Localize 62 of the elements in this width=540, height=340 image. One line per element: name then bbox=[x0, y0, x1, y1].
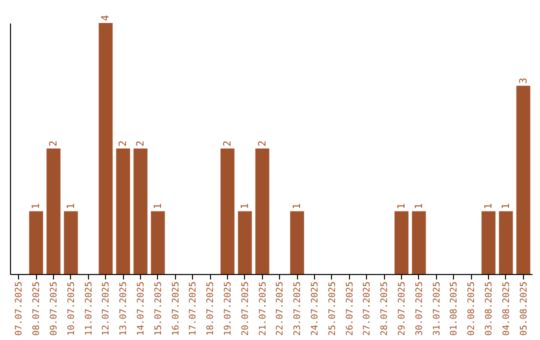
x-tick-label: 07.07.2025 bbox=[14, 282, 25, 336]
x-tick-label: 16.07.2025 bbox=[171, 282, 182, 336]
x-tick-label: 10.07.2025 bbox=[66, 282, 77, 336]
bar bbox=[116, 148, 130, 274]
x-tick-label: 02.08.2025 bbox=[467, 282, 478, 336]
bar bbox=[134, 148, 148, 274]
data-label: 1 bbox=[66, 203, 77, 210]
data-label: 3 bbox=[518, 78, 530, 84]
bar bbox=[64, 211, 78, 274]
bar bbox=[150, 211, 165, 274]
x-tick-label: 12.07.2025 bbox=[102, 282, 112, 336]
x-tick-label: 15.07.2025 bbox=[154, 282, 164, 336]
x-tick-label: 14.07.2025 bbox=[136, 282, 146, 336]
data-label: 1 bbox=[152, 203, 164, 210]
x-tick-label: 24.07.2025 bbox=[310, 282, 320, 336]
x-tick-label: 21.07.2025 bbox=[258, 282, 268, 336]
data-label: 1 bbox=[414, 203, 425, 210]
bar bbox=[29, 211, 44, 274]
bar bbox=[394, 211, 408, 274]
x-tick-label: 13.07.2025 bbox=[119, 282, 130, 336]
x-tick-label: 09.07.2025 bbox=[50, 282, 60, 336]
data-label: 2 bbox=[136, 140, 146, 146]
bar bbox=[498, 211, 513, 274]
x-tick-label: 01.08.2025 bbox=[450, 282, 460, 336]
bar bbox=[412, 211, 426, 274]
x-tick-label: 11.07.2025 bbox=[84, 282, 94, 336]
x-tick-label: 29.07.2025 bbox=[398, 282, 408, 336]
x-tick-label: 25.07.2025 bbox=[328, 282, 338, 336]
data-label: 1 bbox=[484, 203, 494, 210]
x-tick-label: 31.07.2025 bbox=[432, 282, 442, 336]
bar bbox=[98, 23, 113, 274]
bar bbox=[255, 148, 270, 274]
x-tick-label: 08.07.2025 bbox=[32, 282, 42, 336]
data-label: 1 bbox=[31, 203, 42, 210]
x-tick-label: 26.07.2025 bbox=[345, 282, 356, 336]
x-tick-label: 23.07.2025 bbox=[293, 282, 304, 336]
data-label: 2 bbox=[48, 140, 60, 146]
x-tick-label: 04.08.2025 bbox=[502, 282, 512, 336]
x-tick-label: 18.07.2025 bbox=[206, 282, 216, 336]
x-tick-label: 03.08.2025 bbox=[484, 282, 494, 336]
data-label: 1 bbox=[292, 203, 304, 210]
x-tick-label: 05.08.2025 bbox=[519, 282, 530, 336]
bar bbox=[46, 148, 60, 274]
x-tick-label: 19.07.2025 bbox=[224, 282, 234, 336]
data-label: 2 bbox=[118, 140, 130, 146]
data-label: 1 bbox=[240, 203, 251, 210]
data-label: 1 bbox=[500, 203, 512, 210]
bar bbox=[220, 148, 234, 274]
x-tick-label: 28.07.2025 bbox=[380, 282, 390, 336]
x-tick-label: 22.07.2025 bbox=[276, 282, 286, 336]
x-tick-label: 20.07.2025 bbox=[240, 282, 251, 336]
x-tick-label: 17.07.2025 bbox=[188, 282, 199, 336]
bar bbox=[482, 211, 496, 274]
bar bbox=[516, 86, 530, 274]
data-label: 4 bbox=[100, 14, 112, 21]
x-tick-label: 30.07.2025 bbox=[414, 282, 425, 336]
data-label: 1 bbox=[396, 203, 408, 210]
data-label: 2 bbox=[222, 140, 234, 146]
bar bbox=[238, 211, 252, 274]
bar bbox=[290, 211, 304, 274]
x-tick-label: 27.07.2025 bbox=[362, 282, 373, 336]
data-label: 2 bbox=[257, 140, 268, 146]
